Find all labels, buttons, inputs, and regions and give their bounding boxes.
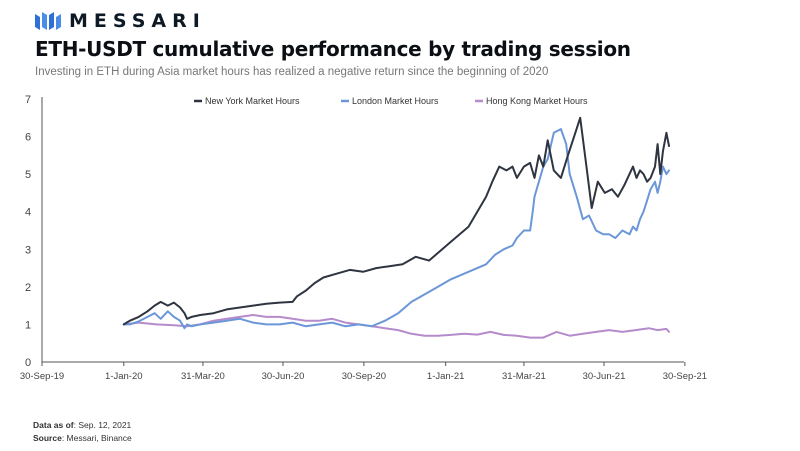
messari-logo: MESSARI [35, 10, 206, 32]
y-tick-label: 4 [25, 207, 31, 219]
source-label: Source [33, 433, 62, 443]
legend-label: New York Market Hours [205, 96, 300, 106]
x-tick-label: 31-Mar-20 [181, 371, 225, 382]
x-tick-label: 30-Sep-19 [20, 371, 64, 382]
y-tick-label: 5 [25, 169, 31, 181]
y-tick-label: 6 [25, 132, 31, 144]
x-tick-label: 31-Mar-21 [502, 371, 546, 382]
performance-chart: 0 1 2 3 4 5 6 7 30-Sep-19 1-Jan-20 31-Mar-20 30-Jun… [20, 94, 707, 382]
chart-title: ETH-USDT cumulative performance by tradi… [35, 37, 631, 61]
data-as-of-label: Data as of [33, 420, 74, 430]
series-line-london-market-hours [122, 128, 670, 330]
y-tick-label: 2 [25, 282, 31, 294]
series-line-new-york-market-hours [122, 116, 670, 326]
x-tick-label: 1-Jan-20 [105, 371, 143, 382]
data-as-of-note: Data as of: Sep. 12, 2021 [33, 420, 131, 430]
y-tick-label: 7 [25, 94, 31, 106]
x-tick-label: 30-Sep-20 [342, 371, 386, 382]
x-tick-label: 30-Jun-21 [583, 371, 626, 382]
x-tick-label: 1-Jan-21 [427, 371, 465, 382]
brand-name: MESSARI [69, 10, 206, 32]
chart-subtitle: Investing in ETH during Asia market hour… [35, 66, 549, 78]
x-tick-label: 30-Jun-20 [262, 371, 305, 382]
series-line-hong-kong-market-hours [122, 314, 670, 339]
source-note: Source: Messari, Binance [33, 433, 132, 443]
messari-logo-icon [35, 12, 61, 30]
legend-label: Hong Kong Market Hours [486, 96, 588, 106]
legend-label: London Market Hours [352, 96, 439, 106]
source-value: : Messari, Binance [61, 433, 132, 443]
y-tick-label: 0 [25, 357, 31, 369]
y-tick-label: 3 [25, 244, 31, 256]
data-as-of-value: : Sep. 12, 2021 [73, 420, 132, 430]
x-tick-label: 30-Sep-21 [663, 371, 707, 382]
y-tick-label: 1 [25, 319, 31, 331]
